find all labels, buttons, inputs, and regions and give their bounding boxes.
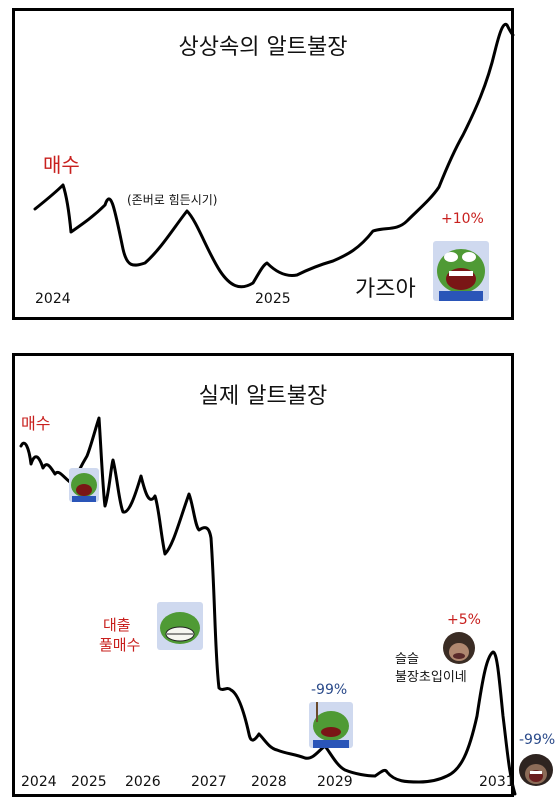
buy-label: 매수 bbox=[43, 153, 80, 177]
hard-time-note: (존버로 힘든시기) bbox=[127, 193, 218, 207]
laughing-frog-small-icon bbox=[69, 468, 99, 502]
buy-label-2: 매수 bbox=[21, 414, 51, 433]
real-price-line bbox=[19, 416, 517, 796]
year-2031: 2031 bbox=[479, 774, 515, 790]
gain-percent-2: +5% bbox=[447, 612, 481, 628]
panel2-title: 실제 알트불장 bbox=[198, 384, 328, 409]
sad-frog-icon bbox=[309, 702, 353, 748]
year-2027: 2027 bbox=[191, 774, 227, 790]
real-bull-panel: 실제 알트불장 매수 대출 풀매수 -99% +5% 슬슬 불장초입이네 -99… bbox=[12, 353, 555, 797]
drop-percent-1: -99% bbox=[311, 682, 348, 698]
gazua-label: 가즈아 bbox=[355, 277, 416, 302]
screaming-chimp-icon bbox=[516, 752, 556, 788]
laughing-frog-icon bbox=[433, 241, 489, 301]
loan-label-2: 풀매수 bbox=[99, 636, 141, 654]
chimp-icon bbox=[441, 630, 477, 666]
year-2025-b: 2025 bbox=[71, 774, 107, 790]
year-2026: 2026 bbox=[125, 774, 161, 790]
bull-start-label-1: 슬슬 bbox=[395, 652, 419, 667]
happy-frog-icon bbox=[157, 602, 203, 650]
year-2028: 2028 bbox=[251, 774, 287, 790]
imagined-bull-panel: 상상속의 알트불장 매수 (존버로 힘든시기) +10% 가즈아 2024 20… bbox=[12, 8, 515, 320]
bull-start-label-2: 불장초입이네 bbox=[395, 670, 467, 685]
gain-percent: +10% bbox=[441, 211, 484, 227]
year-2025: 2025 bbox=[255, 291, 291, 307]
year-2024-b: 2024 bbox=[21, 774, 57, 790]
imagined-price-line bbox=[33, 22, 515, 289]
loan-label-1: 대출 bbox=[103, 616, 131, 634]
year-2024: 2024 bbox=[35, 291, 71, 307]
drop-percent-2: -99% bbox=[519, 732, 556, 748]
panel1-title: 상상속의 알트불장 bbox=[178, 35, 348, 60]
year-2029: 2029 bbox=[317, 774, 353, 790]
